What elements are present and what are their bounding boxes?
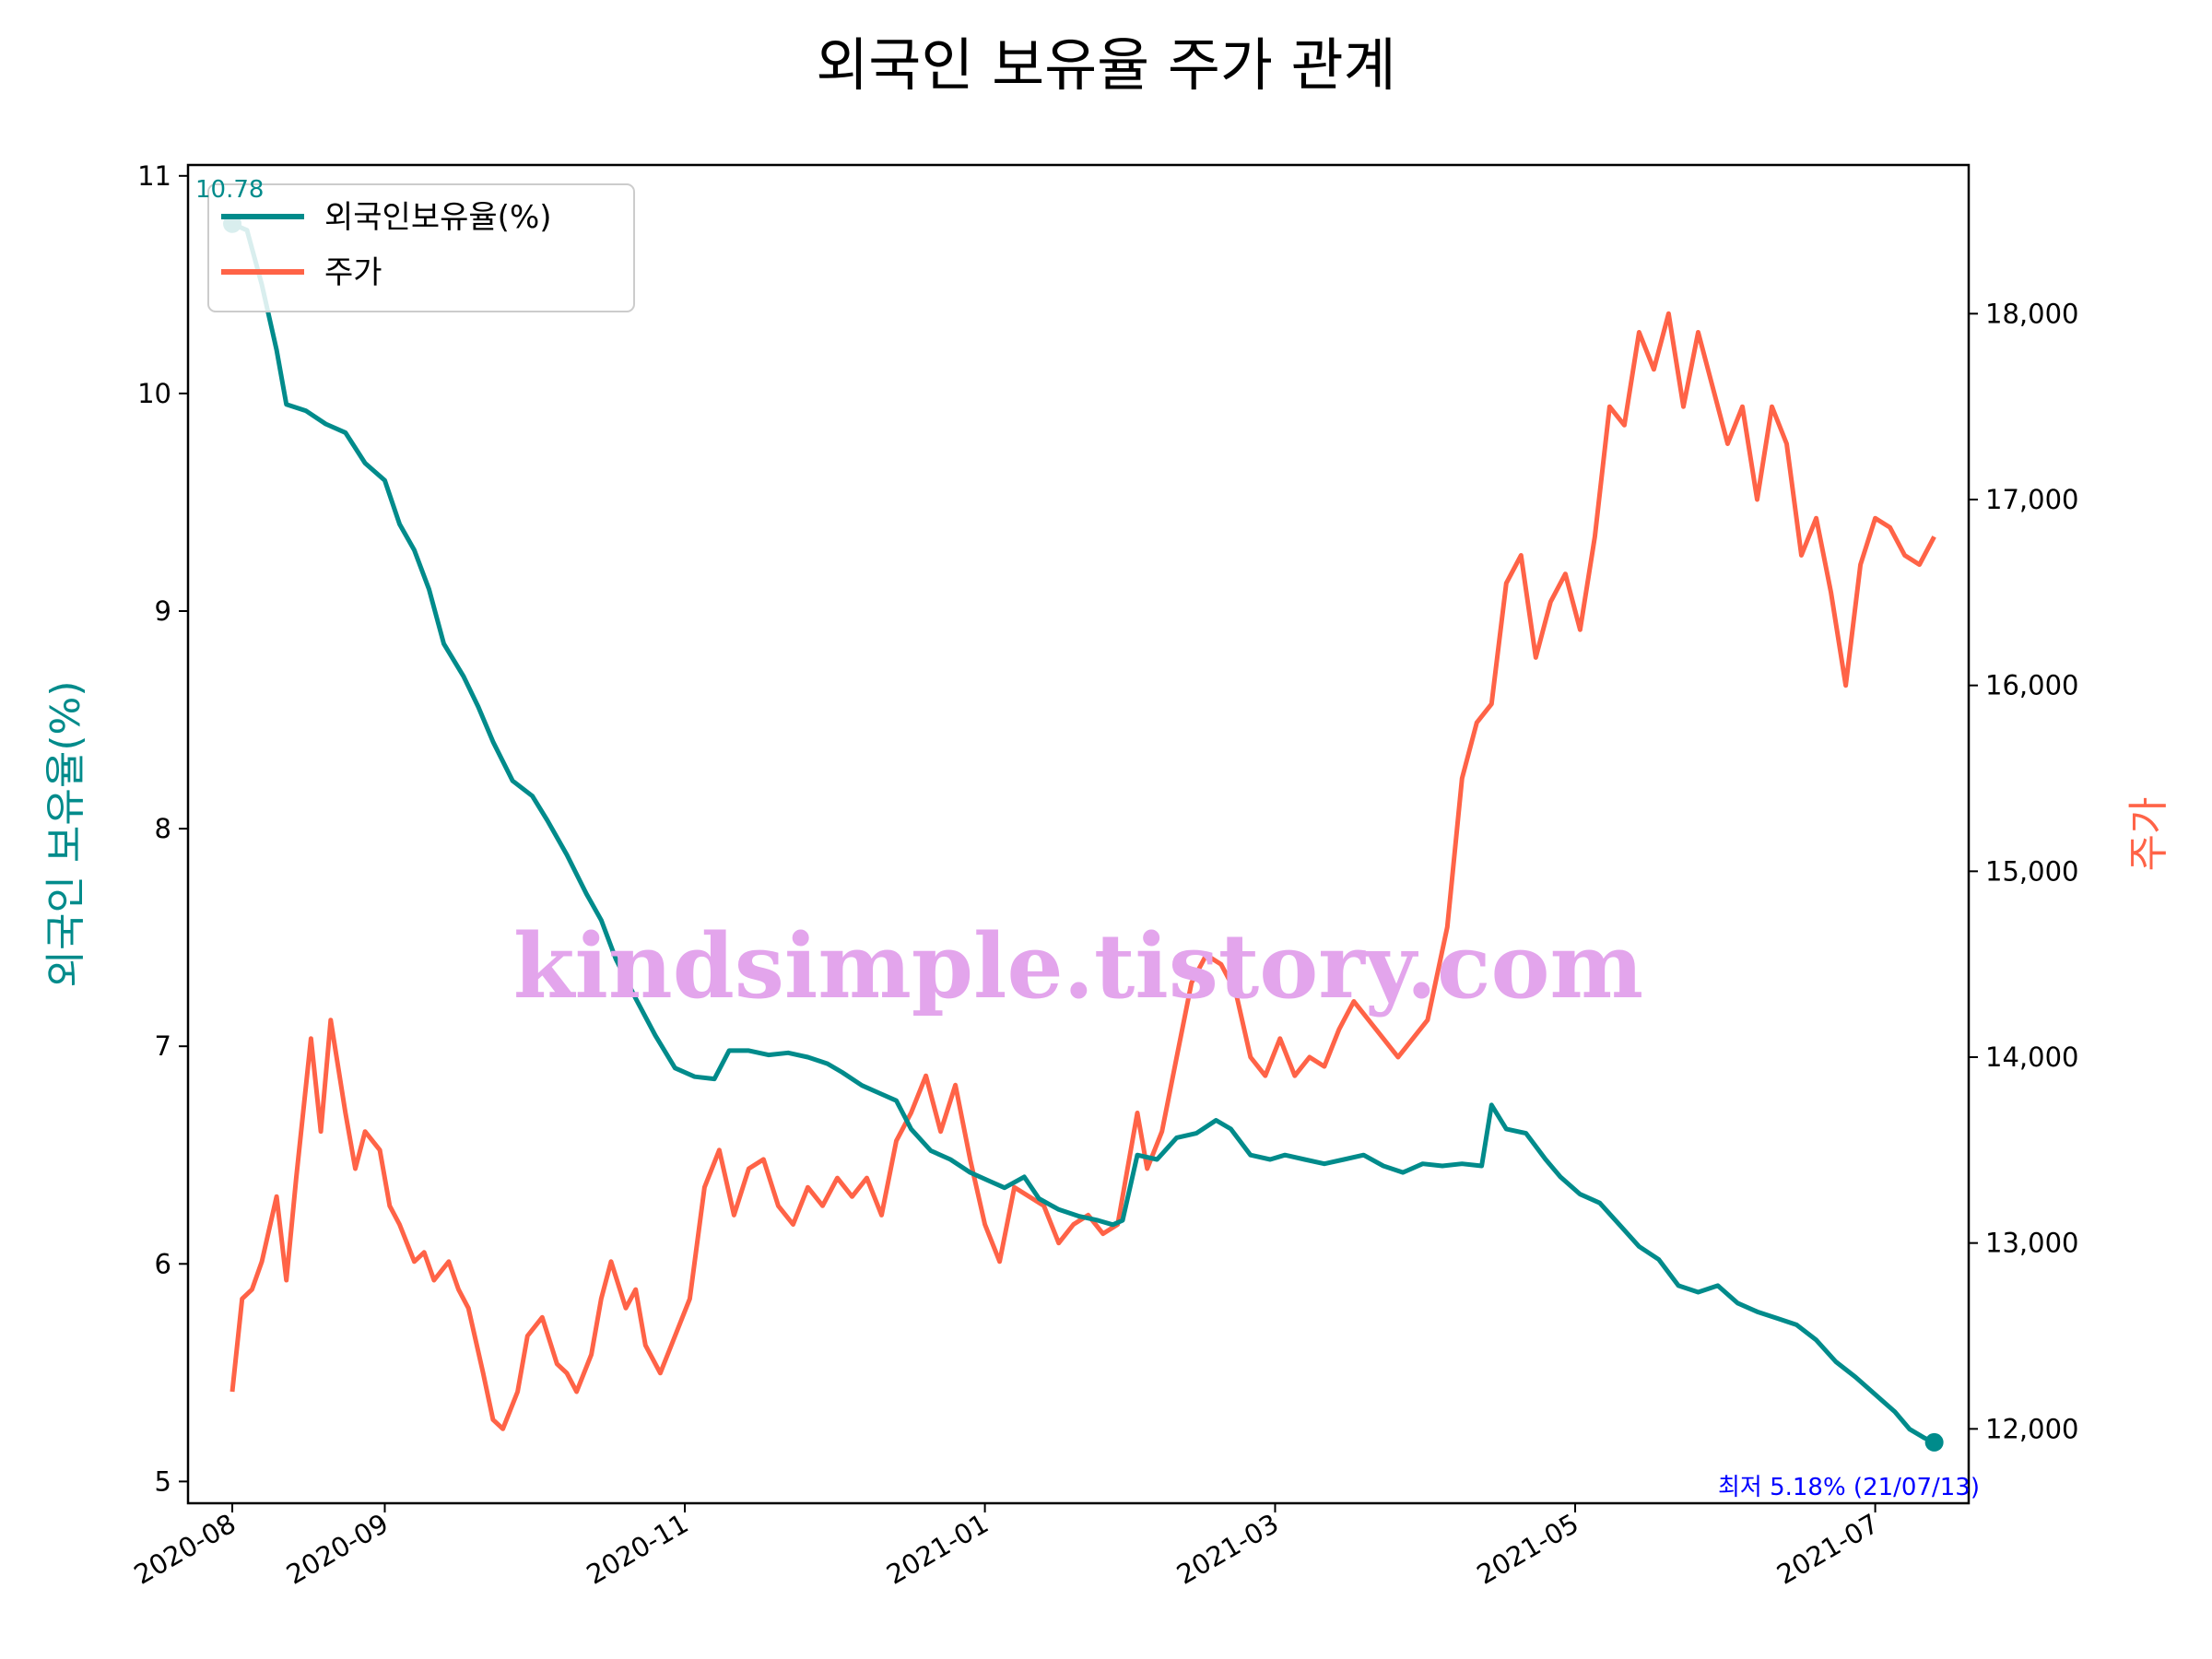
series-foreign-ratio-line xyxy=(230,221,1936,1445)
left-tick-label: 8 xyxy=(155,813,171,844)
chart-title: 외국인 보유율 주가 관계 xyxy=(816,31,1396,99)
legend-label-foreign-ratio: 외국인보유율(%) xyxy=(324,199,552,236)
right-y-axis: 12,000 13,000 14,000 15,000 16,000 17,000 18,0… xyxy=(1969,298,2078,1444)
left-tick-label: 6 xyxy=(155,1248,171,1279)
x-axis: 2020-08 2020-09 2020-11 2021-01 2021-03 2021-… xyxy=(129,1503,1884,1591)
left-tick-label: 9 xyxy=(155,595,171,627)
legend-box xyxy=(207,183,635,312)
watermark: kindsimple.tistory.com xyxy=(513,914,1643,1018)
plot-frame xyxy=(186,163,1971,1505)
right-tick-label: 13,000 xyxy=(1985,1228,2078,1259)
right-axis-title: 주가 xyxy=(2125,797,2172,872)
left-tick-label: 11 xyxy=(137,160,171,192)
left-tick-label: 10 xyxy=(137,378,171,409)
right-tick-label: 15,000 xyxy=(1985,855,2078,887)
right-tick-label: 17,000 xyxy=(1985,484,2078,515)
x-tick-label: 2020-09 xyxy=(281,1508,394,1591)
x-tick-label: 2020-11 xyxy=(582,1508,694,1591)
right-tick-label: 16,000 xyxy=(1985,670,2078,701)
x-tick-label: 2020-08 xyxy=(129,1508,241,1591)
left-axis-title: 외국인 보유율(%) xyxy=(42,680,89,987)
max-annotation: 10.78 xyxy=(195,176,264,204)
x-tick-label: 2021-03 xyxy=(1171,1508,1284,1591)
legend-label-price: 주가 xyxy=(324,254,382,291)
series-price-line xyxy=(229,311,1936,1431)
extreme-point-marker xyxy=(1924,1432,1944,1452)
x-tick-label: 2021-05 xyxy=(1472,1508,1584,1591)
x-tick-label: 2021-01 xyxy=(881,1508,994,1591)
legend: 외국인보유율(%) 주가 xyxy=(207,183,635,312)
right-tick-label: 18,000 xyxy=(1985,298,2078,329)
right-tick-label: 14,000 xyxy=(1985,1041,2078,1073)
x-tick-label: 2021-07 xyxy=(1771,1508,1884,1591)
left-tick-label: 7 xyxy=(155,1030,171,1062)
right-tick-label: 12,000 xyxy=(1985,1413,2078,1444)
min-annotation: 최저 5.18% (21/07/13) xyxy=(1718,1474,1980,1501)
left-tick-label: 5 xyxy=(155,1465,171,1497)
left-y-axis: 5 6 7 8 9 10 11 xyxy=(137,160,188,1497)
